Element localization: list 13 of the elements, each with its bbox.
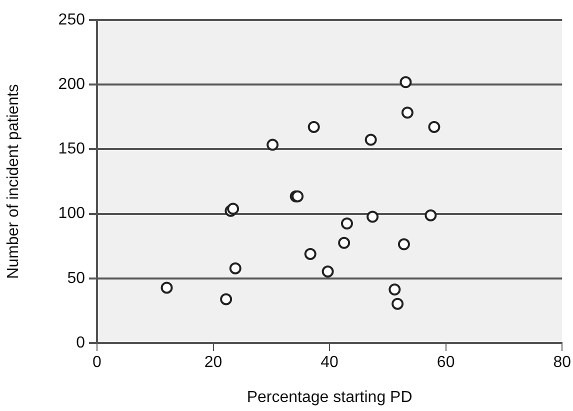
y-tick-label: 250 (58, 11, 86, 28)
y-tick-label: 150 (58, 140, 86, 158)
y-tick-label: 100 (58, 205, 86, 222)
y-tick-label: 50 (67, 270, 86, 287)
x-tick-label: 0 (92, 354, 102, 372)
x-tick-label: 60 (436, 354, 455, 372)
y-axis-title: Number of incident patients (5, 84, 22, 279)
y-tick-label: 0 (76, 334, 86, 352)
y-tick-label: 200 (58, 76, 86, 94)
x-tick-label: 20 (204, 354, 222, 372)
x-tick-label: 40 (320, 354, 339, 372)
x-axis-title: Percentage starting PD (246, 388, 412, 406)
x-tick-label: 80 (553, 354, 572, 372)
